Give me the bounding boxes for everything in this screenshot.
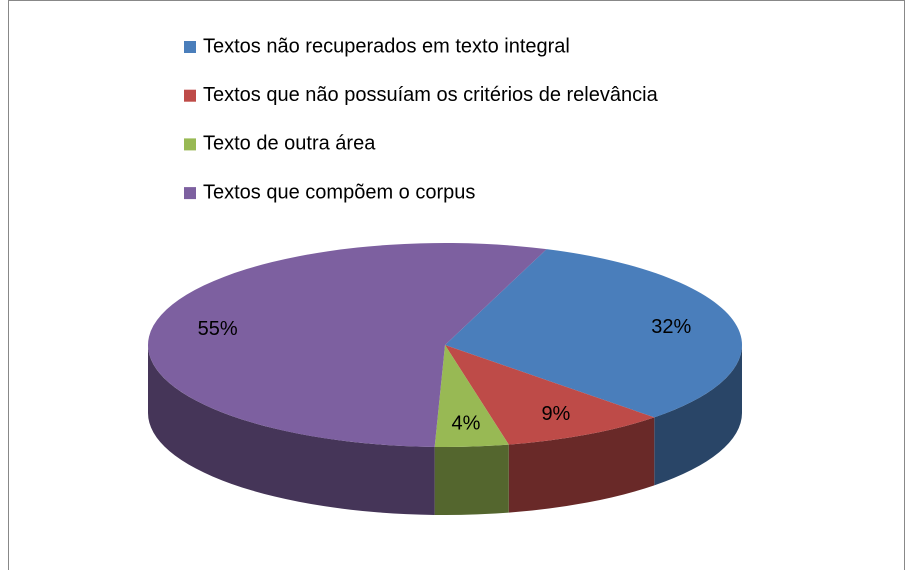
legend-label: Textos que não possuíam os critérios de … [203,84,659,106]
slice [148,243,547,447]
slice [445,249,742,418]
legend-swatch [184,138,196,151]
legend-swatch [184,89,196,102]
slice [434,345,509,447]
legend-swatch [184,41,196,53]
data-label: 55% [198,318,238,340]
legend-label: Texto de outra área [203,133,376,155]
slice-side [654,345,742,486]
data-label: 9% [541,403,570,425]
chart-border [8,0,905,570]
slice-side [508,417,655,513]
slice [445,345,655,445]
legend-swatch [184,187,196,200]
legend-label: Textos não recuperados em texto integral [203,35,570,57]
slice-side [148,345,435,515]
data-label: 4% [452,413,481,435]
slice-side [434,444,509,515]
data-label: 32% [651,316,691,338]
legend-label: Textos que compõem o corpus [203,181,475,203]
